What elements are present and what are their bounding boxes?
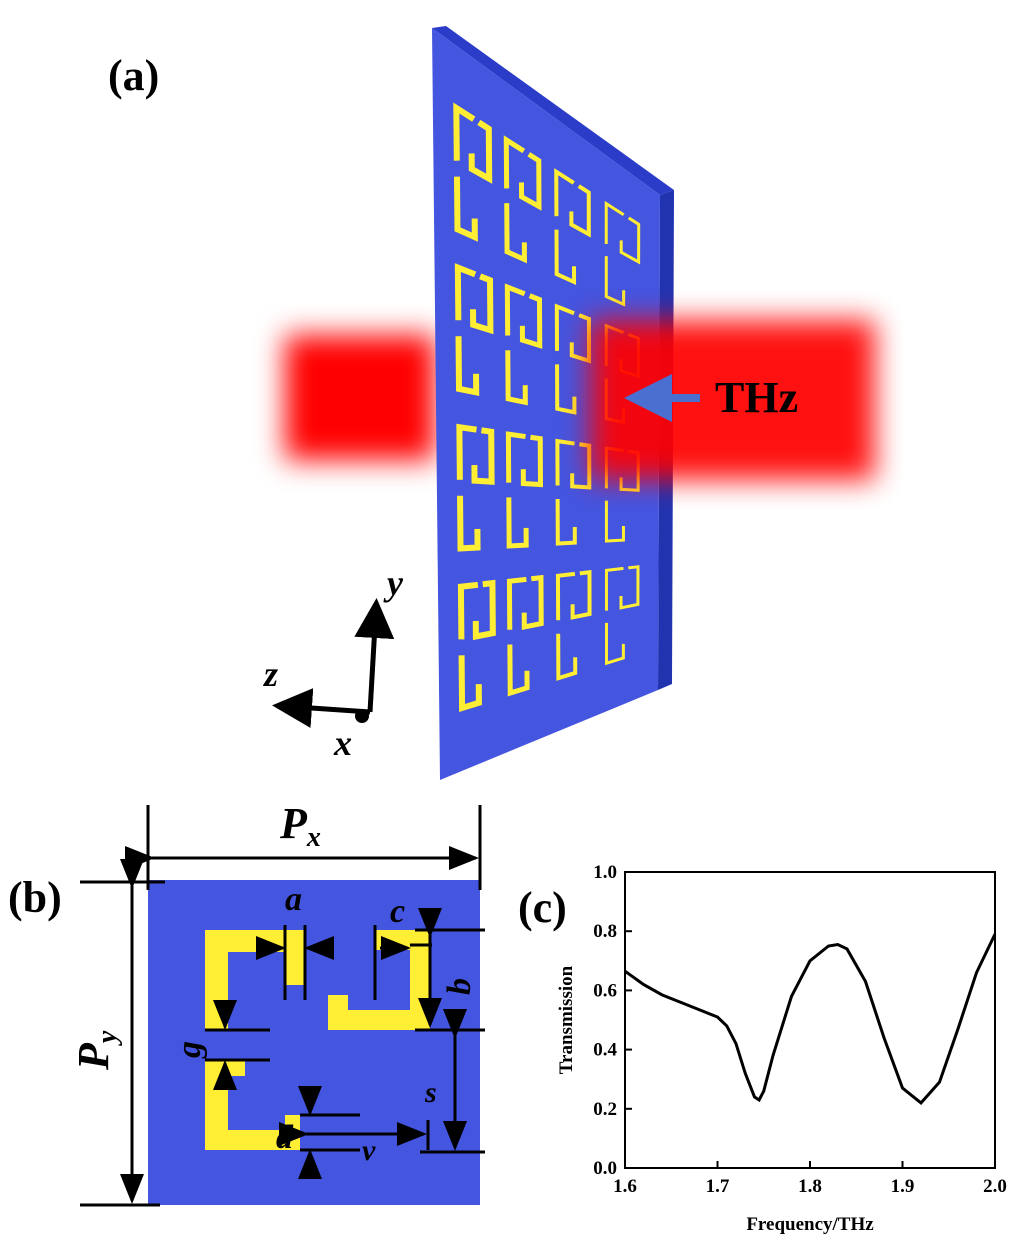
resonator — [556, 633, 578, 681]
x-tick-label: 1.8 — [798, 1176, 822, 1197]
resonator — [569, 184, 591, 238]
resonator — [570, 570, 592, 620]
resonator — [504, 283, 526, 336]
resonator — [507, 644, 530, 697]
x-tick-label: 1.9 — [891, 1176, 915, 1197]
resonator — [555, 364, 577, 415]
dimension-label: a — [285, 881, 302, 918]
resonator — [569, 313, 592, 364]
plot-frame — [624, 871, 996, 1169]
dimension-label: Px — [279, 799, 321, 853]
chart: 0.0 0.2 0.4 0.6 0.8 1.0 1.6 1.7 1.8 1.9 2.0 Frequen… — [556, 862, 1007, 1235]
resonator — [554, 229, 577, 286]
resonator — [457, 581, 479, 640]
dimension-label: c — [390, 893, 405, 930]
resonator — [505, 431, 526, 483]
resonator — [604, 500, 625, 543]
resonator — [453, 176, 478, 242]
resonator — [619, 565, 640, 610]
y-axis-label: Transmission — [556, 965, 577, 1074]
axis-arrow — [272, 688, 371, 728]
resonator — [554, 303, 575, 351]
dimension-lines — [80, 805, 485, 1207]
resonator — [619, 216, 641, 265]
x-axis-label: Frequency/THz — [746, 1214, 874, 1235]
dimension-label: b — [441, 978, 478, 995]
axis-origin — [355, 709, 369, 723]
beam-label: THz — [715, 373, 798, 422]
dimension-label: P — [279, 799, 308, 848]
dimension-label: g — [171, 1041, 208, 1059]
dimension-label: Py — [69, 1030, 123, 1071]
resonator — [555, 499, 577, 546]
resonator — [554, 168, 575, 217]
resonator — [604, 256, 626, 307]
resonator — [570, 442, 592, 490]
resonator — [458, 655, 482, 713]
panel-label: (a) — [108, 51, 159, 100]
dimension-label: s — [424, 1076, 437, 1109]
resonator — [470, 273, 494, 335]
dimension-label: v — [362, 1134, 376, 1167]
resonator — [453, 102, 476, 161]
resonator — [472, 579, 496, 641]
y-tick-label: 0.6 — [593, 980, 617, 1001]
data-line — [624, 933, 997, 1105]
slab-edge — [432, 26, 674, 195]
resonator — [457, 495, 481, 552]
axis-label: z — [262, 654, 278, 694]
resonator — [604, 200, 625, 244]
y-tick-label: 0.4 — [593, 1040, 617, 1061]
axis-label: y — [383, 563, 404, 603]
x-tick-label: 2.0 — [983, 1176, 1007, 1197]
beam — [285, 335, 435, 460]
y-tick-label: 1.0 — [593, 862, 617, 883]
dimension-label: P — [69, 1042, 118, 1071]
y-tick-label: 0.0 — [593, 1158, 617, 1179]
resonator — [468, 119, 493, 184]
resonator — [455, 336, 480, 397]
resonator — [454, 263, 477, 321]
dimension-label: x — [306, 822, 321, 853]
axis-arrow — [354, 598, 395, 713]
resonator — [506, 497, 529, 549]
x-tick-label: 1.7 — [706, 1176, 730, 1197]
slab — [432, 28, 660, 780]
x-tick-label: 1.6 — [613, 1176, 637, 1197]
y-tick-label: 0.2 — [593, 1099, 617, 1120]
resonator — [471, 427, 495, 485]
resonator — [555, 438, 575, 486]
resonator — [604, 566, 624, 611]
dimension-label: y — [92, 1030, 123, 1046]
resonator — [521, 574, 544, 630]
panel-label: (c) — [518, 883, 567, 932]
resonator — [506, 576, 527, 630]
dimension-label: d — [276, 1119, 294, 1156]
resonator — [604, 622, 625, 666]
resonator — [518, 152, 542, 211]
resonator — [503, 135, 526, 189]
resonator — [456, 423, 477, 480]
axis-label: x — [333, 723, 352, 763]
resonator-array — [453, 102, 641, 713]
y-tick-label: 0.8 — [593, 921, 617, 942]
resonator — [504, 203, 527, 264]
resonator — [555, 571, 576, 621]
resonator — [505, 350, 528, 406]
resonator — [520, 434, 543, 488]
resonator — [519, 293, 543, 349]
panel-label: (b) — [8, 873, 62, 922]
